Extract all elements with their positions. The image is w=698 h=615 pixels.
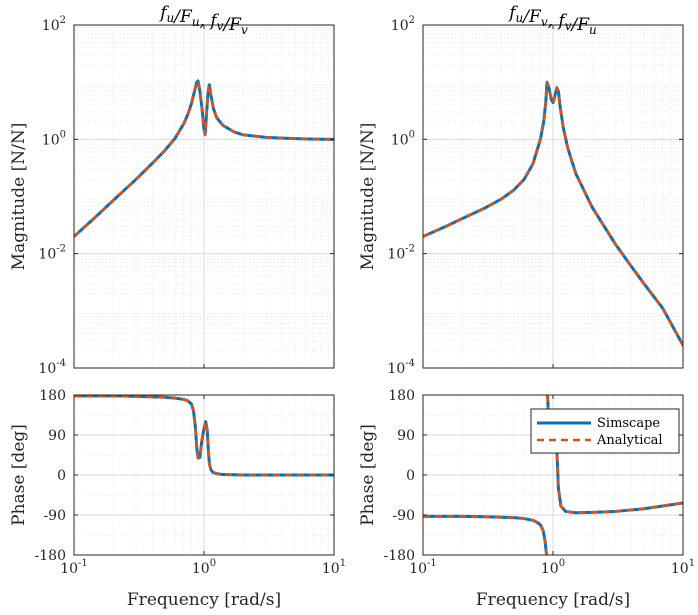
x-tick-label: 100 [192,558,216,577]
y-tick-label: 102 [42,15,66,34]
chart-panel-top-right: 10-4 10-2 100 102 fu/Fv, fv/Fu Magnitude [N/N… [358,3,684,377]
y-tick-label: 100 [391,129,415,148]
series-group [423,80,683,347]
y-tick-label: -90 [392,508,415,524]
legend: Simscape Analytical [530,408,680,454]
x-axis-label: Frequency [rad/s] [127,590,281,610]
series-line-analytical-seg0 [423,515,549,555]
x-tick-label: 101 [671,558,695,577]
y-tick-label: 180 [39,388,66,404]
chart-title: fu/Fu, fv/Fv [158,3,248,37]
grid [73,394,335,556]
y-tick-label: 0 [406,468,415,484]
legend-entry-analytical: Analytical [596,433,663,448]
y-tick-label: 10-4 [38,358,66,377]
y-tick-label: 90 [397,428,415,444]
x-tick-label: 100 [541,558,565,577]
y-tick-label: 100 [42,129,66,148]
y-axis-label: Magnitude [N/N] [9,123,29,271]
y-tick-label: 180 [388,388,415,404]
series-group [74,79,334,238]
series-line-analytical [74,79,334,238]
y-axis-label: Phase [deg] [358,424,378,526]
x-tick-label: 101 [322,558,346,577]
y-axis-label: Phase [deg] [9,424,29,526]
x-tick-label: 10-1 [409,558,437,577]
chart-title: fu/Fv, fv/Fu [507,3,597,37]
series-line-simscape [74,395,334,477]
y-axis-label: Magnitude [N/N] [358,123,378,271]
y-tick-label: 10-2 [38,244,66,263]
y-tick-label: 0 [57,468,66,484]
grid [422,24,684,369]
series-line-analytical [423,80,683,346]
legend-entry-simscape: Simscape [597,416,660,431]
chart-panel-top-left: 10-4 10-2 100 102 fu/Fu, fv/Fv Magnitude [N/N… [9,3,335,377]
x-tick-label: 10-1 [60,558,88,577]
series-line-analytical-seg1 [545,395,683,515]
chart-panel-bottom-left: -180 -90 0 90 180 10-1 100 101 Frequency [rad/s]… [9,388,346,610]
y-tick-label: -90 [43,508,66,524]
grid [73,24,335,369]
series-group [74,395,334,477]
y-tick-label: 90 [48,428,66,444]
y-tick-label: 10-2 [387,244,415,263]
chart-panel-bottom-right: -180 -90 0 90 180 10-1 100 101 Frequency [rad/s]… [358,388,695,610]
x-axis-label: Frequency [rad/s] [476,590,630,610]
y-tick-label: -180 [35,548,66,564]
y-tick-label: 102 [391,15,415,34]
y-tick-label: 10-4 [387,358,415,377]
y-tick-label: -180 [384,548,415,564]
